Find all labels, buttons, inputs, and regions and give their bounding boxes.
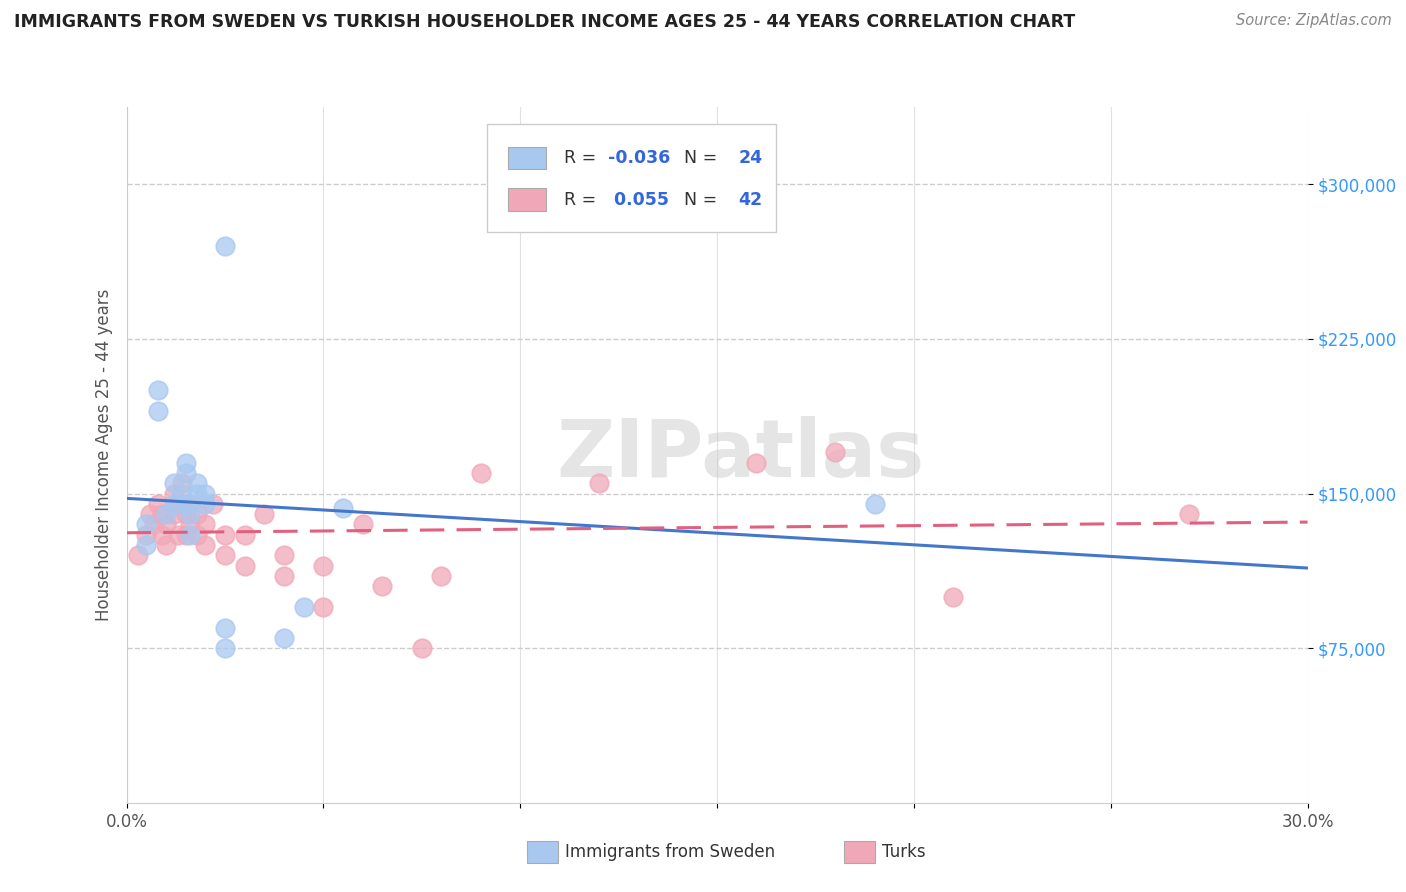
Point: [127, 549, 149, 563]
Point: [233, 558, 256, 573]
Point: [146, 384, 169, 398]
Point: [150, 528, 173, 542]
Point: [150, 507, 173, 521]
Point: [166, 528, 188, 542]
Point: [273, 631, 295, 645]
Point: [470, 466, 492, 480]
Point: [202, 497, 225, 511]
Point: [194, 486, 217, 500]
Point: [745, 456, 768, 470]
Point: [332, 501, 354, 516]
Point: [155, 517, 177, 532]
Point: [214, 641, 236, 656]
Text: R =: R =: [564, 149, 602, 167]
Point: [170, 476, 193, 491]
Point: [186, 507, 208, 521]
Point: [352, 517, 374, 532]
Text: 42: 42: [738, 191, 762, 209]
Point: [186, 528, 208, 542]
Text: N =: N =: [673, 149, 723, 167]
Text: N =: N =: [673, 191, 723, 209]
Point: [155, 507, 177, 521]
FancyBboxPatch shape: [486, 124, 776, 232]
Point: [179, 497, 201, 511]
Point: [174, 456, 197, 470]
Point: [179, 507, 201, 521]
Point: [163, 497, 186, 511]
Point: [146, 497, 169, 511]
Point: [233, 528, 256, 542]
Point: [186, 476, 208, 491]
Point: [194, 538, 217, 552]
Text: Immigrants from Sweden: Immigrants from Sweden: [565, 843, 775, 861]
Point: [155, 538, 177, 552]
Point: [411, 641, 433, 656]
Point: [292, 599, 315, 614]
Text: Source: ZipAtlas.com: Source: ZipAtlas.com: [1236, 13, 1392, 29]
Point: [863, 497, 886, 511]
Point: [174, 497, 197, 511]
Point: [174, 507, 197, 521]
Point: [273, 549, 295, 563]
Point: [166, 497, 188, 511]
Point: [214, 549, 236, 563]
Point: [214, 528, 236, 542]
Point: [135, 528, 157, 542]
Point: [143, 517, 166, 532]
Text: Turks: Turks: [882, 843, 925, 861]
Point: [163, 507, 186, 521]
Point: [430, 569, 453, 583]
FancyBboxPatch shape: [508, 146, 546, 169]
Point: [942, 590, 965, 604]
Text: -0.036: -0.036: [609, 149, 671, 167]
Point: [214, 621, 236, 635]
Text: R =: R =: [564, 191, 602, 209]
Point: [170, 486, 193, 500]
Point: [186, 486, 208, 500]
Point: [174, 528, 197, 542]
Point: [824, 445, 846, 459]
Point: [214, 239, 236, 253]
Y-axis label: Householder Income Ages 25 - 44 years: Householder Income Ages 25 - 44 years: [94, 289, 112, 621]
Text: 24: 24: [738, 149, 762, 167]
Point: [312, 558, 335, 573]
Point: [163, 476, 186, 491]
Text: 0.055: 0.055: [609, 191, 669, 209]
Point: [194, 517, 217, 532]
Text: IMMIGRANTS FROM SWEDEN VS TURKISH HOUSEHOLDER INCOME AGES 25 - 44 YEARS CORRELAT: IMMIGRANTS FROM SWEDEN VS TURKISH HOUSEH…: [14, 13, 1076, 31]
Point: [273, 569, 295, 583]
Point: [194, 497, 217, 511]
Point: [312, 599, 335, 614]
Point: [163, 486, 186, 500]
Point: [146, 404, 169, 418]
Text: ZIPatlas: ZIPatlas: [557, 416, 925, 494]
Point: [174, 466, 197, 480]
Point: [135, 517, 157, 532]
Point: [135, 538, 157, 552]
Point: [139, 507, 162, 521]
Point: [1178, 507, 1201, 521]
Point: [588, 476, 610, 491]
Point: [179, 517, 201, 532]
Point: [179, 528, 201, 542]
FancyBboxPatch shape: [508, 188, 546, 211]
Point: [371, 579, 394, 593]
Point: [253, 507, 276, 521]
